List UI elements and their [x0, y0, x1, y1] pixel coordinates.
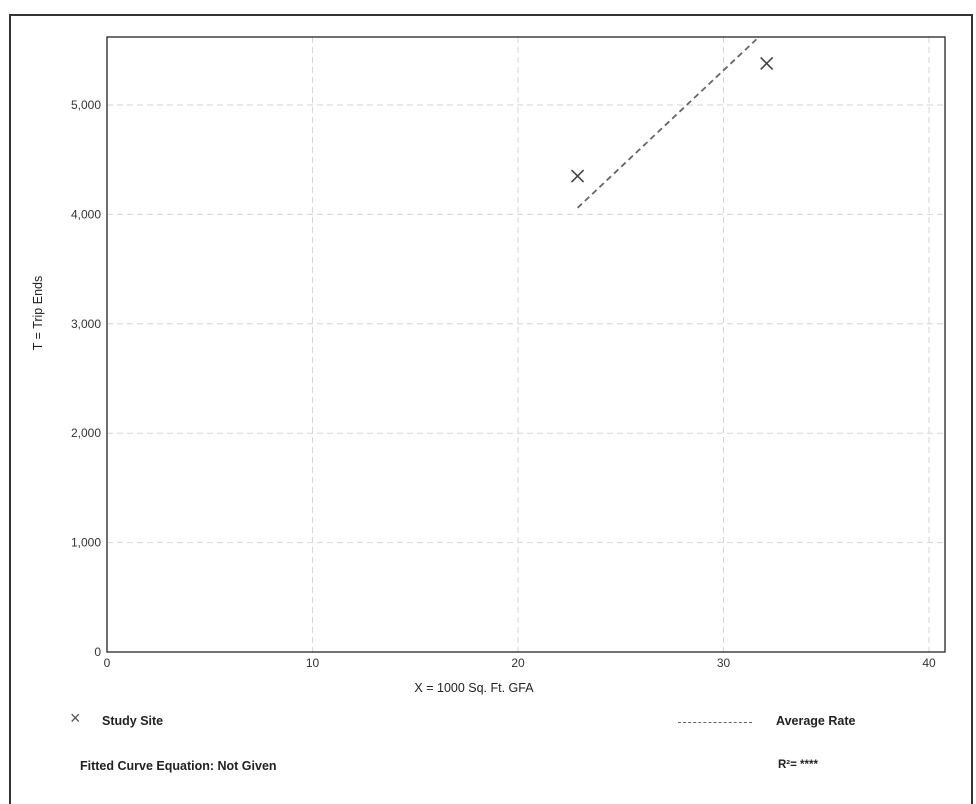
legend-study-site-label: Study Site [102, 714, 164, 728]
y-tick-label: 4,000 [71, 207, 101, 221]
y-tick-label: 2,000 [71, 426, 101, 440]
x-tick-label: 20 [511, 656, 525, 670]
study-site-marker-stroke [571, 169, 585, 183]
y-tick-label: 1,000 [71, 536, 101, 550]
tick-labels: 0 10 20 30 40 0 1,000 2,000 3,000 4,000 5,000 [71, 98, 936, 670]
chart-frame [9, 14, 973, 804]
r-squared-value: R²= **** [778, 759, 818, 771]
x-tick-label: 0 [104, 656, 111, 670]
y-axis-title: T = Trip Ends [31, 276, 45, 350]
x-tick-label: 30 [717, 656, 731, 670]
legend-average-rate-label: Average Rate [776, 714, 856, 728]
y-tick-label: 5,000 [71, 98, 101, 112]
data-marks [571, 38, 774, 209]
study-site-point [571, 169, 585, 183]
x-tick-label: 10 [306, 656, 320, 670]
average-rate-legend-dash-icon [678, 722, 752, 723]
y-tick-label: 0 [94, 645, 101, 659]
study-site-legend-icon: × [70, 708, 81, 728]
average-rate-line [576, 38, 757, 209]
x-axis-title: X = 1000 Sq. Ft. GFA [414, 681, 534, 695]
study-site-point [760, 56, 774, 70]
plot-area-border [106, 36, 946, 653]
study-site-marker-stroke [760, 56, 774, 70]
fitted-curve-equation: Fitted Curve Equation: Not Given [80, 759, 277, 773]
y-tick-label: 3,000 [71, 317, 101, 331]
grid-lines [107, 37, 945, 652]
x-tick-label: 40 [922, 656, 936, 670]
